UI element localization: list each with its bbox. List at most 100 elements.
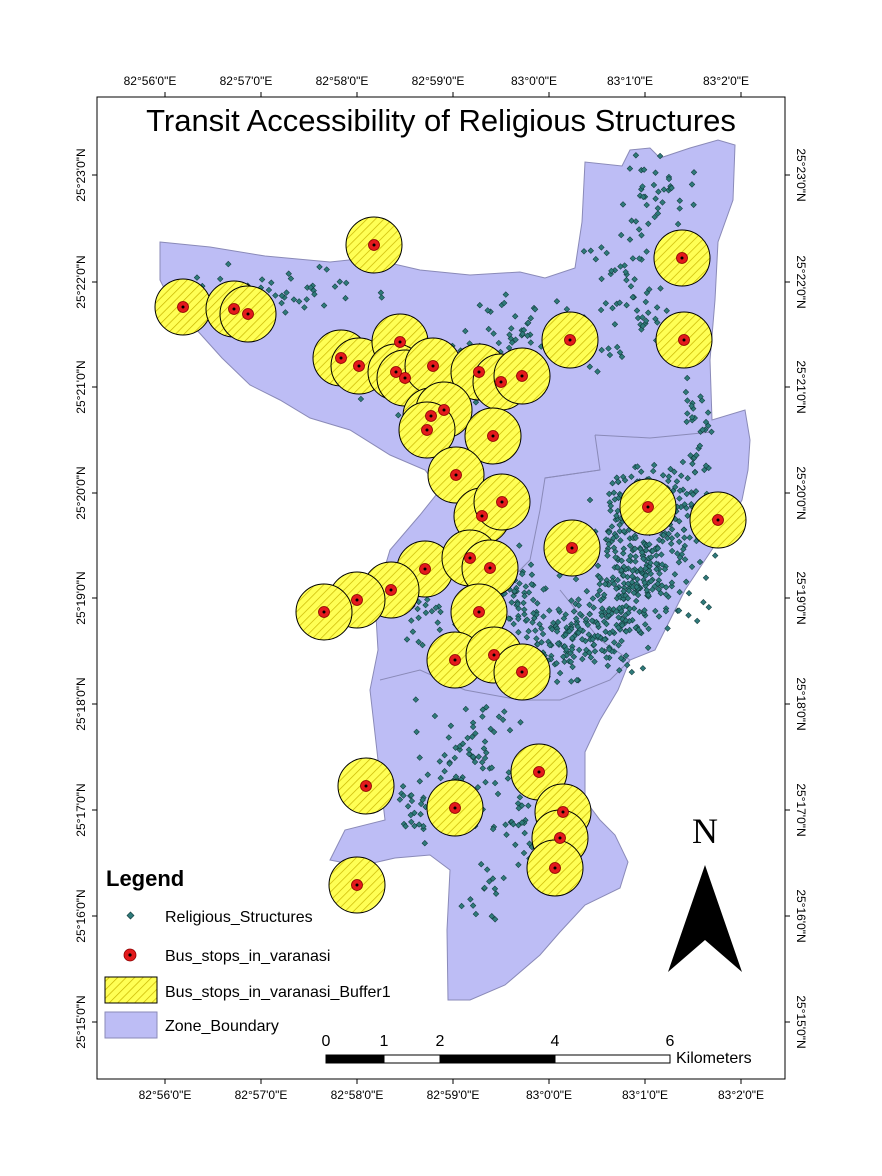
religious-structure-point	[546, 641, 553, 649]
religious-structure-point	[642, 317, 650, 324]
religious-structure-point	[342, 295, 349, 302]
buffer-fill-swatch	[104, 976, 158, 1004]
religious-structure-point	[620, 580, 628, 587]
religious-structure-point	[642, 621, 649, 628]
religious-structure-point	[699, 426, 706, 433]
religious-structure-point	[677, 503, 685, 511]
religious-structure-point	[524, 332, 531, 339]
religious-structure-point	[690, 201, 697, 208]
religious-structure-point	[441, 752, 448, 759]
religious-structure-point	[680, 546, 687, 553]
religious-structure-point	[630, 589, 638, 596]
religious-structure-point	[605, 608, 612, 615]
religious-structure-point	[602, 580, 609, 588]
religious-structure-point	[490, 728, 498, 736]
religious-structure-point	[676, 495, 683, 502]
religious-structure-point	[680, 526, 687, 533]
religious-structure-point	[550, 619, 557, 627]
bus-stop-center-dot	[339, 356, 343, 360]
legend: Legend Religious_Structures Bus_stops_in…	[104, 866, 391, 1039]
zone-fill-swatch	[104, 1011, 158, 1039]
religious-structure-point	[479, 765, 486, 772]
religious-structure-point	[688, 181, 696, 188]
religious-structure-point	[400, 792, 407, 799]
religious-structure-point	[641, 579, 648, 586]
religious-structure-point	[624, 580, 632, 587]
religious-structure-point	[590, 604, 597, 611]
religious-structure-point	[656, 570, 663, 577]
religious-structure-point	[598, 647, 606, 654]
religious-structure-point	[626, 236, 634, 243]
religious-structure-point	[629, 294, 636, 301]
religious-structure-point	[631, 545, 639, 552]
religious-structure-point	[683, 490, 690, 498]
bus-stop-center-dot	[403, 376, 407, 380]
religious-structure-point	[642, 298, 649, 306]
graticule-label: 82°57'0"E	[220, 74, 273, 88]
religious-structure-point	[586, 496, 594, 504]
religious-structure-point	[656, 152, 664, 160]
graticule-label: 25°15'0"N	[74, 995, 88, 1048]
religious-structure-point	[469, 902, 477, 909]
religious-structure-point	[408, 792, 415, 799]
religious-structure-point	[618, 557, 625, 564]
bus-stop-center-dot	[454, 473, 458, 477]
legend-item-buffer: Bus_stops_in_varanasi_Buffer1	[104, 976, 391, 1004]
bus-stop-center-dot	[682, 338, 686, 342]
religious-structure-point	[634, 463, 641, 470]
religious-structure-point	[505, 769, 512, 776]
religious-structure-point	[697, 393, 704, 400]
religious-structure-point	[295, 298, 303, 305]
religious-structure-point	[615, 642, 622, 649]
graticule-label: 25°19'0"N	[74, 571, 88, 624]
religious-structure-point	[396, 796, 404, 803]
religious-structure-point	[464, 734, 471, 742]
graticule-label: 82°57'0"E	[235, 1088, 288, 1102]
religious-structure-point	[603, 654, 610, 661]
religious-structure-point	[515, 861, 522, 868]
religious-structure-point	[664, 625, 671, 632]
graticule-label: 25°21'0"N	[794, 360, 808, 413]
religious-structure-point	[633, 307, 641, 314]
religious-structure-point	[649, 547, 656, 555]
religious-structure-point	[304, 284, 311, 291]
religious-structure-point	[538, 625, 545, 632]
religious-structure-point	[665, 473, 673, 480]
religious-structure-point	[659, 199, 666, 206]
religious-structure-point	[589, 595, 597, 602]
scale-segment	[325, 1054, 385, 1064]
scale-label: 1	[380, 1033, 389, 1050]
religious-structure-point	[512, 336, 519, 343]
religious-structure-point	[409, 628, 417, 635]
religious-structure-point	[656, 536, 663, 544]
religious-structure-point	[484, 307, 491, 314]
religious-structure-point	[643, 201, 650, 209]
religious-structure-point	[671, 571, 679, 578]
religious-structure-point	[604, 662, 611, 669]
religious-structure-point	[412, 696, 419, 703]
religious-structure-point	[519, 570, 526, 578]
religious-structure-point	[679, 458, 687, 466]
religious-structure-point	[217, 275, 224, 283]
scale-label: 4	[551, 1033, 560, 1050]
religious-structure-point	[606, 646, 613, 653]
religious-structure-point	[494, 790, 502, 798]
religious-structure-point	[686, 534, 693, 541]
religious-structure-point	[693, 452, 700, 459]
religious-structure-point	[278, 299, 285, 307]
religious-structure-point	[654, 210, 662, 217]
religious-structure-point	[193, 274, 201, 281]
religious-structure-point	[652, 607, 659, 615]
religious-structure-point	[483, 704, 490, 711]
religious-structure-point	[556, 669, 564, 677]
religious-structure-point	[469, 719, 477, 726]
religious-structure-point	[688, 563, 696, 570]
religious-structure-point	[712, 552, 719, 559]
religious-structure-point	[653, 304, 661, 311]
religious-structure-point	[652, 169, 659, 176]
religious-structure-point	[225, 260, 232, 268]
religious-structure-point	[437, 774, 444, 782]
religious-structure-point	[627, 283, 635, 290]
religious-structure-point	[553, 678, 561, 685]
religious-structure-point	[573, 615, 580, 622]
